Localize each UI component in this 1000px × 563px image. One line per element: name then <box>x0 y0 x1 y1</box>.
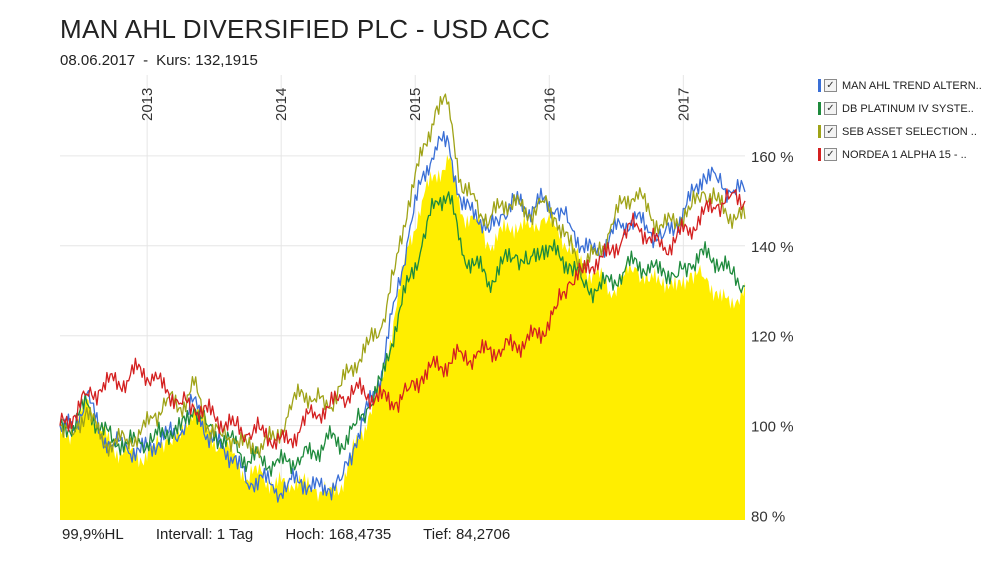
x-tick-label: 2015 <box>407 88 424 121</box>
footer-stats: 99,9%HL Intervall: 1 Tag Hoch: 168,4735 … <box>62 526 538 543</box>
legend-item-seb-asset[interactable]: ✓ SEB ASSET SELECTION .. <box>818 120 982 143</box>
legend: ✓ MAN AHL TREND ALTERN.. ✓ DB PLATINUM I… <box>818 74 982 166</box>
legend-label: NORDEA 1 ALPHA 15 - .. <box>842 148 967 161</box>
subtitle: 08.06.2017- Kurs: 132,1915 <box>60 52 258 69</box>
interval-label: Intervall: 1 Tag <box>155 526 254 543</box>
series-line-nordea-1-alpha-15[interactable] <box>59 188 746 450</box>
x-tick-label: 2017 <box>675 88 692 121</box>
legend-item-db-platinum[interactable]: ✓ DB PLATINUM IV SYSTE.. <box>818 97 982 120</box>
kurs-value: 132,1915 <box>195 52 258 69</box>
x-tick-label: 2016 <box>541 88 558 121</box>
legend-swatch <box>818 148 821 161</box>
date-label: 08.06.2017 <box>60 52 136 69</box>
legend-label: SEB ASSET SELECTION .. <box>842 125 977 138</box>
y-tick-label: 120 % <box>751 329 794 346</box>
checkbox-icon[interactable]: ✓ <box>824 125 837 138</box>
y-tick-label: 160 % <box>751 149 794 166</box>
chart-title: MAN AHL DIVERSIFIED PLC - USD ACC <box>60 14 551 44</box>
legend-swatch <box>818 79 821 92</box>
legend-label: MAN AHL TREND ALTERN.. <box>842 79 982 92</box>
series-line-db-platinum-iv-syste[interactable] <box>59 191 746 477</box>
legend-swatch <box>818 102 821 115</box>
y-tick-label: 80 % <box>751 509 785 526</box>
kurs-label: Kurs: <box>156 52 192 69</box>
x-tick-label: 2014 <box>273 88 290 121</box>
series-line-man-ahl-trend-altern[interactable] <box>59 130 746 503</box>
x-tick-label: 2013 <box>139 88 156 121</box>
legend-swatch <box>818 125 821 138</box>
subtitle-separator: - <box>143 52 149 69</box>
area-layer <box>60 154 745 520</box>
hl-percent: 99,9%HL <box>62 526 124 543</box>
legend-item-man-ahl-trend[interactable]: ✓ MAN AHL TREND ALTERN.. <box>818 74 982 97</box>
high-value: Hoch: 168,4735 <box>285 526 392 543</box>
y-tick-label: 140 % <box>751 239 794 256</box>
tick-labels: 80 % 100 % 120 % 140 % 160 % 2013 2014 2015 2016… <box>139 88 793 526</box>
checkbox-icon[interactable]: ✓ <box>824 102 837 115</box>
low-value: Tief: 84,2706 <box>423 526 511 543</box>
checkbox-icon[interactable]: ✓ <box>824 148 837 161</box>
line-layer <box>59 93 746 503</box>
y-tick-label: 100 % <box>751 419 794 436</box>
checkbox-icon[interactable]: ✓ <box>824 79 837 92</box>
legend-label: DB PLATINUM IV SYSTE.. <box>842 102 974 115</box>
series-area-man-ahl-diversified <box>60 154 745 520</box>
legend-item-nordea[interactable]: ✓ NORDEA 1 ALPHA 15 - .. <box>818 143 982 166</box>
